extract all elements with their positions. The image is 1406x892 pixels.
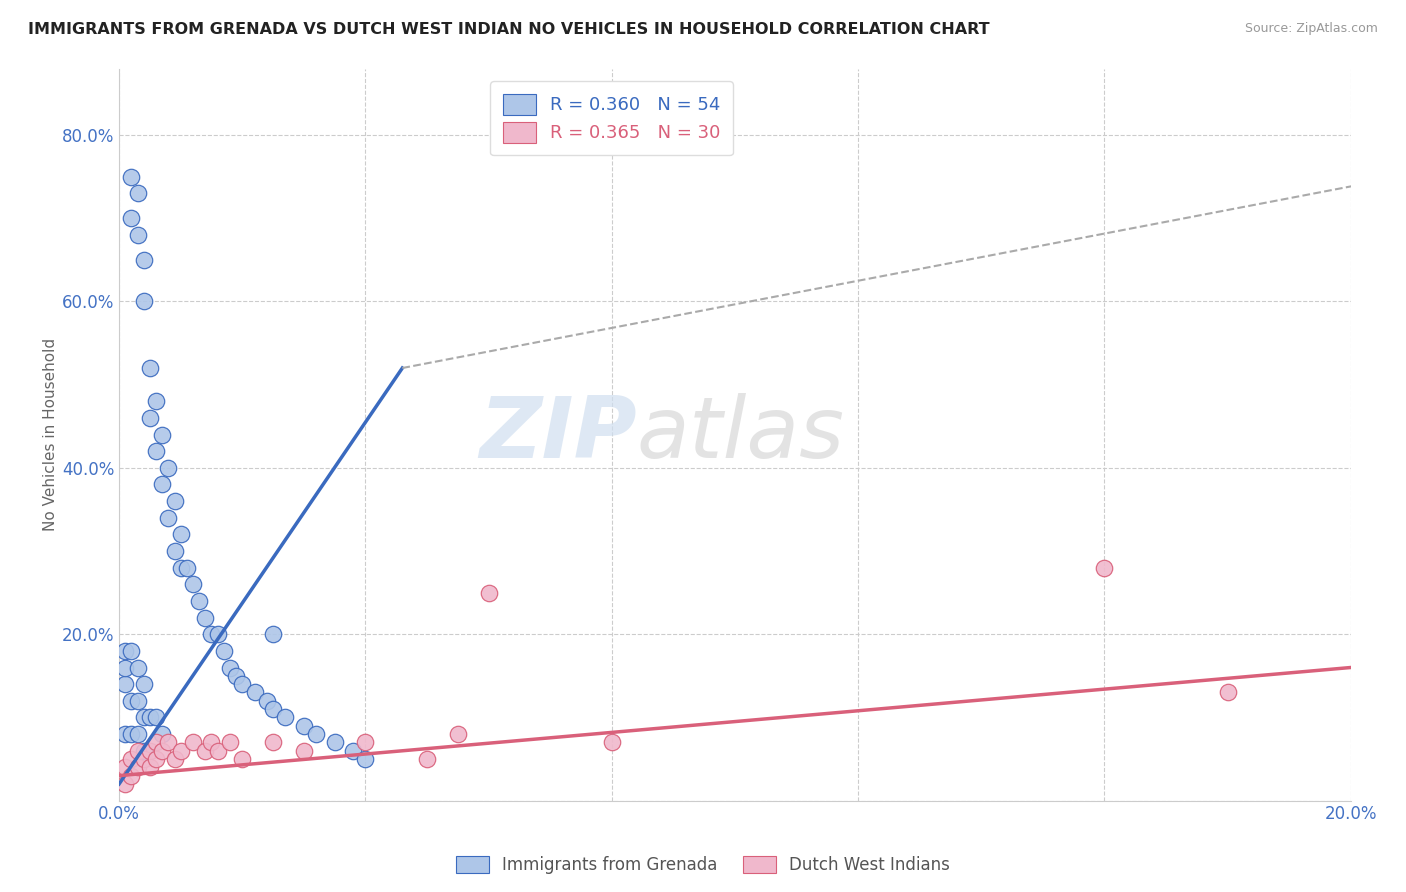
Point xyxy=(262,627,284,641)
Point xyxy=(114,727,136,741)
Point xyxy=(120,211,142,226)
Point xyxy=(132,677,155,691)
Text: Source: ZipAtlas.com: Source: ZipAtlas.com xyxy=(1244,22,1378,36)
Point xyxy=(150,427,173,442)
Point xyxy=(1216,685,1239,699)
Point xyxy=(207,627,229,641)
Point xyxy=(170,560,193,574)
Point xyxy=(114,777,136,791)
Point xyxy=(120,169,142,184)
Point xyxy=(163,494,186,508)
Point xyxy=(477,585,499,599)
Point xyxy=(150,727,173,741)
Point xyxy=(127,760,149,774)
Point xyxy=(120,727,142,741)
Point xyxy=(127,694,149,708)
Point xyxy=(114,644,136,658)
Point xyxy=(170,744,193,758)
Point xyxy=(139,760,162,774)
Point xyxy=(114,660,136,674)
Point xyxy=(176,560,198,574)
Point xyxy=(292,719,315,733)
Point xyxy=(127,727,149,741)
Point xyxy=(120,769,142,783)
Point xyxy=(219,735,242,749)
Point xyxy=(150,477,173,491)
Point xyxy=(194,744,217,758)
Point xyxy=(354,752,377,766)
Point xyxy=(323,735,346,749)
Point xyxy=(200,627,222,641)
Point xyxy=(243,685,266,699)
Point xyxy=(157,510,180,524)
Point xyxy=(132,752,155,766)
Point xyxy=(342,744,364,758)
Y-axis label: No Vehicles in Household: No Vehicles in Household xyxy=(44,338,58,531)
Text: atlas: atlas xyxy=(637,393,845,476)
Point xyxy=(292,744,315,758)
Point xyxy=(132,744,155,758)
Point xyxy=(127,227,149,242)
Point xyxy=(145,735,167,749)
Point xyxy=(163,544,186,558)
Point xyxy=(170,527,193,541)
Point xyxy=(157,460,180,475)
Point xyxy=(194,610,217,624)
Point xyxy=(127,744,149,758)
Legend: Immigrants from Grenada, Dutch West Indians: Immigrants from Grenada, Dutch West Indi… xyxy=(447,847,959,883)
Point xyxy=(157,735,180,749)
Point xyxy=(145,394,167,409)
Point xyxy=(145,710,167,724)
Point xyxy=(219,660,242,674)
Point xyxy=(127,186,149,201)
Point xyxy=(225,669,247,683)
Point xyxy=(181,577,204,591)
Point xyxy=(114,677,136,691)
Text: IMMIGRANTS FROM GRENADA VS DUTCH WEST INDIAN NO VEHICLES IN HOUSEHOLD CORRELATIO: IMMIGRANTS FROM GRENADA VS DUTCH WEST IN… xyxy=(28,22,990,37)
Point xyxy=(139,744,162,758)
Point xyxy=(1092,560,1115,574)
Point xyxy=(132,294,155,309)
Point xyxy=(188,594,211,608)
Point xyxy=(132,252,155,267)
Point xyxy=(416,752,439,766)
Point xyxy=(139,710,162,724)
Point xyxy=(150,744,173,758)
Point xyxy=(127,660,149,674)
Point xyxy=(274,710,297,724)
Point xyxy=(262,735,284,749)
Point xyxy=(181,735,204,749)
Point xyxy=(231,752,253,766)
Text: ZIP: ZIP xyxy=(478,393,637,476)
Point xyxy=(305,727,328,741)
Point xyxy=(114,760,136,774)
Point xyxy=(145,444,167,458)
Point xyxy=(120,644,142,658)
Point xyxy=(120,694,142,708)
Point xyxy=(256,694,278,708)
Point xyxy=(163,752,186,766)
Legend: R = 0.360   N = 54, R = 0.365   N = 30: R = 0.360 N = 54, R = 0.365 N = 30 xyxy=(491,81,733,155)
Point xyxy=(139,361,162,376)
Point xyxy=(262,702,284,716)
Point xyxy=(231,677,253,691)
Point xyxy=(212,644,235,658)
Point xyxy=(447,727,470,741)
Point xyxy=(207,744,229,758)
Point xyxy=(600,735,623,749)
Point xyxy=(120,752,142,766)
Point xyxy=(139,411,162,425)
Point xyxy=(354,735,377,749)
Point xyxy=(200,735,222,749)
Point xyxy=(132,710,155,724)
Point xyxy=(145,752,167,766)
